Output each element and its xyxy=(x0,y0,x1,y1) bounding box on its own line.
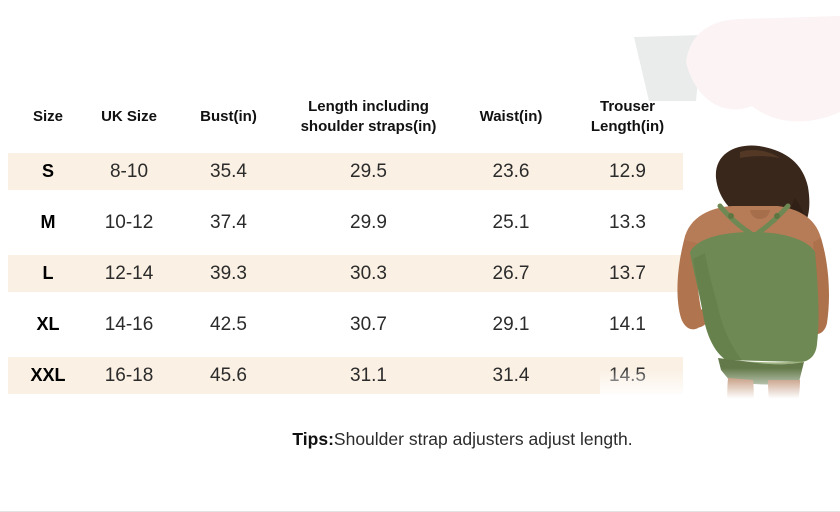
cell-uk-size: 14-16 xyxy=(104,313,154,335)
cell-uk-size: 8-10 xyxy=(109,160,149,182)
cell-trouser-length: 13.3 xyxy=(609,211,646,233)
cell-length: 30.3 xyxy=(350,262,387,284)
cell-trouser-length: 12.9 xyxy=(609,160,646,182)
cell-length: 29.5 xyxy=(350,160,387,182)
cell-bust: 45.6 xyxy=(210,364,247,386)
cell-waist: 26.7 xyxy=(492,262,530,284)
cell-length: 30.7 xyxy=(350,313,387,335)
cell-size: M xyxy=(40,212,56,232)
cell-uk-size: 10-12 xyxy=(104,211,154,233)
cell-waist: 29.1 xyxy=(492,313,530,335)
header-uk-size: UK Size xyxy=(101,107,157,125)
cell-size: S xyxy=(41,161,54,181)
cell-size: L xyxy=(42,263,54,283)
size-chart-table: Size UK Size Bust(in) Length including s… xyxy=(8,88,683,401)
model-back-view-illustration xyxy=(600,16,840,420)
cell-uk-size: 12-14 xyxy=(104,262,154,284)
tips-label: Tips: xyxy=(292,429,334,449)
product-photo xyxy=(600,0,840,420)
header-trouser-length: Trouser Length(in) xyxy=(590,97,665,135)
cell-bust: 35.4 xyxy=(210,160,247,182)
header-bust: Bust(in) xyxy=(200,107,257,125)
cell-waist: 23.6 xyxy=(492,160,530,182)
header-waist: Waist(in) xyxy=(479,107,543,125)
photo-gray-shape xyxy=(634,35,702,101)
cell-length: 31.1 xyxy=(350,364,387,386)
cell-trouser-length: 13.7 xyxy=(609,262,646,284)
tips-text: Tips:Shoulder strap adjusters adjust len… xyxy=(85,429,840,450)
cell-uk-size: 16-18 xyxy=(104,364,154,386)
cell-size: XXL xyxy=(30,365,66,385)
cell-bust: 39.3 xyxy=(210,262,247,284)
table-row-m: M 10-12 37.4 29.9 25.1 13.3 xyxy=(8,197,683,248)
table-row-s: S 8-10 35.4 29.5 23.6 12.9 xyxy=(8,146,683,197)
table-row-xxl: XXL 16-18 45.6 31.1 31.4 14.5 xyxy=(8,350,683,401)
cell-waist: 31.4 xyxy=(492,364,530,386)
table-row-xl: XL 14-16 42.5 30.7 29.1 14.1 xyxy=(8,299,683,350)
header-size: Size xyxy=(32,107,63,125)
cell-length: 29.9 xyxy=(350,211,387,233)
photo-pink-shape xyxy=(686,16,840,122)
cell-waist: 25.1 xyxy=(492,211,530,233)
cell-bust: 42.5 xyxy=(210,313,247,335)
cell-bust: 37.4 xyxy=(210,211,247,233)
tips-body: Shoulder strap adjusters adjust length. xyxy=(333,429,633,449)
cell-trouser-length: 14.1 xyxy=(609,313,646,335)
header-length: Length including shoulder straps(in) xyxy=(300,97,437,135)
table-header-row: Size UK Size Bust(in) Length including s… xyxy=(8,88,683,146)
cell-size: XL xyxy=(36,314,60,334)
table-row-l: L 12-14 39.3 30.3 26.7 13.7 xyxy=(8,248,683,299)
